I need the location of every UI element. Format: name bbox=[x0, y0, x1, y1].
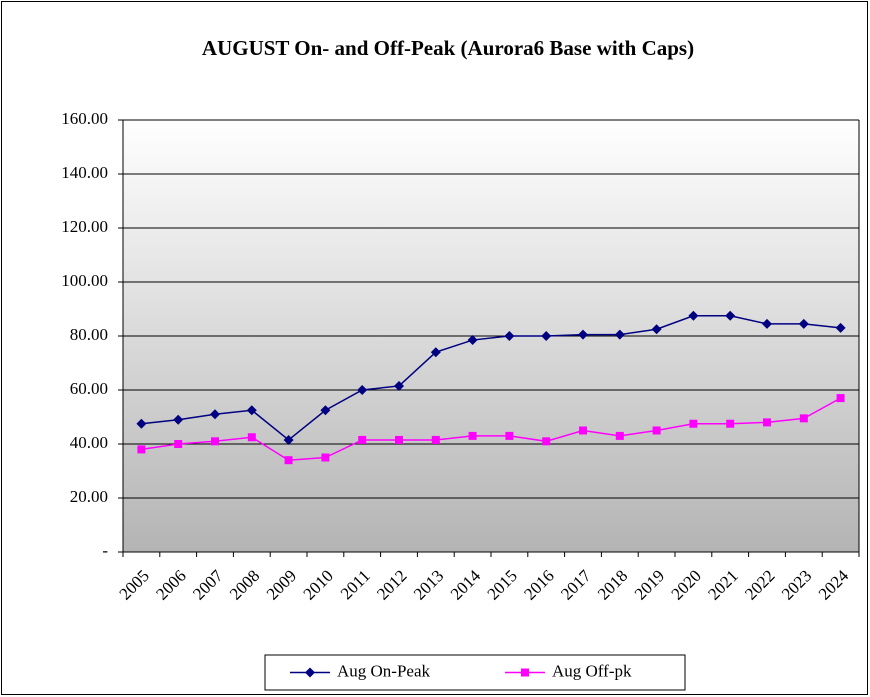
marker-diamond bbox=[305, 667, 315, 678]
marker-diamond bbox=[798, 318, 809, 329]
marker-diamond bbox=[283, 434, 294, 445]
y-tick-label: 80.00 bbox=[70, 325, 108, 344]
marker-diamond bbox=[320, 405, 331, 416]
marker-diamond bbox=[357, 385, 368, 395]
marker-square bbox=[579, 426, 587, 435]
marker-square bbox=[836, 394, 845, 403]
y-tick-label: 20.00 bbox=[70, 487, 108, 506]
marker-square bbox=[542, 437, 551, 446]
plot bbox=[136, 310, 846, 465]
legend-label: Aug On-Peak bbox=[337, 661, 431, 680]
marker-square bbox=[395, 435, 403, 444]
marker-square bbox=[521, 668, 529, 677]
marker-square bbox=[247, 433, 256, 442]
y-tick-label: 140.00 bbox=[61, 163, 108, 182]
y-tick-label: 60.00 bbox=[70, 379, 108, 398]
series-line bbox=[141, 315, 841, 441]
y-tick-label: 120.00 bbox=[61, 217, 108, 236]
marker-diamond bbox=[504, 331, 515, 341]
legend-box bbox=[264, 654, 686, 691]
marker-square bbox=[137, 445, 146, 454]
marker-diamond bbox=[210, 409, 220, 420]
marker-diamond bbox=[430, 347, 441, 358]
marker-diamond bbox=[762, 318, 772, 329]
marker-square bbox=[726, 419, 735, 428]
marker-square bbox=[689, 419, 698, 428]
marker-diamond bbox=[541, 331, 552, 341]
marker-diamond bbox=[246, 405, 257, 416]
legend-label: Aug Off-pk bbox=[552, 661, 632, 680]
marker-diamond bbox=[136, 418, 147, 429]
marker-square bbox=[431, 435, 440, 444]
marker-square bbox=[284, 456, 293, 465]
marker-square bbox=[615, 431, 624, 440]
marker-diamond bbox=[725, 310, 736, 321]
marker-diamond bbox=[688, 310, 699, 321]
marker-square bbox=[211, 437, 219, 446]
marker-square bbox=[358, 435, 367, 444]
grid bbox=[123, 119, 859, 553]
y-tick-label: 40.00 bbox=[70, 433, 108, 452]
legend: Aug On-Peak Aug Off-pk bbox=[264, 654, 686, 691]
marker-diamond bbox=[173, 414, 184, 425]
series-line bbox=[141, 397, 841, 461]
marker-diamond bbox=[578, 329, 588, 340]
marker-diamond bbox=[651, 324, 662, 335]
y-tick-label: 100.00 bbox=[61, 271, 108, 290]
marker-diamond bbox=[614, 329, 625, 340]
marker-square bbox=[505, 431, 514, 440]
marker-square bbox=[799, 414, 808, 423]
marker-square bbox=[468, 431, 477, 440]
y-tick-label: - bbox=[102, 541, 108, 560]
chart-title: AUGUST On- and Off-Peak (Aurora6 Base wi… bbox=[202, 36, 694, 60]
marker-diamond bbox=[835, 322, 846, 333]
marker-diamond bbox=[394, 380, 404, 391]
marker-square bbox=[174, 440, 183, 448]
y-tick-label: 160.00 bbox=[61, 109, 108, 128]
marker-square bbox=[321, 453, 330, 462]
marker-square bbox=[652, 426, 661, 435]
marker-square bbox=[763, 418, 771, 427]
marker-diamond bbox=[467, 335, 478, 346]
